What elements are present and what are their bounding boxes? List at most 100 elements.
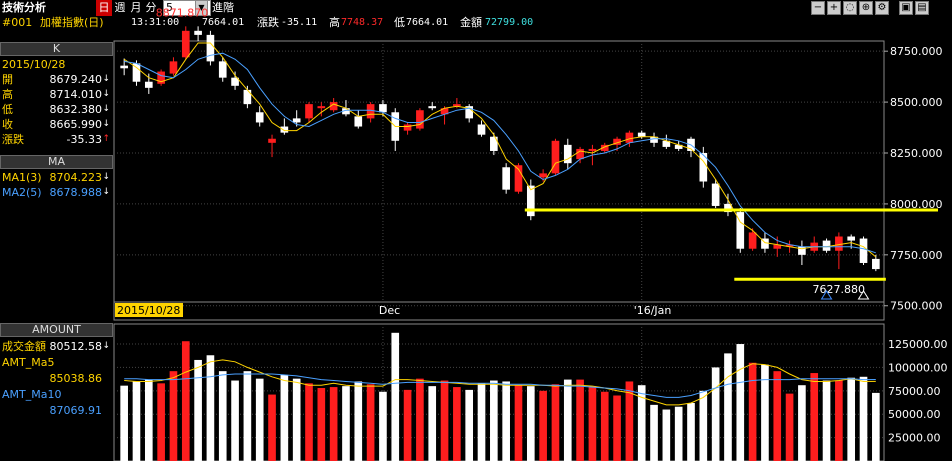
amount-bar <box>773 371 782 461</box>
app-title: 技術分析 <box>2 1 46 14</box>
settings-icon[interactable]: ⚙ <box>875 1 889 15</box>
panel-change-value: -35.33 <box>66 133 102 146</box>
ma2-line <box>124 52 876 254</box>
amount-bar <box>403 389 412 461</box>
candle-body <box>613 138 621 145</box>
candle-body <box>699 153 708 182</box>
price-tick-label: 7750.000 <box>890 249 943 262</box>
amount-bar <box>305 383 313 461</box>
panel-date-text: 2015/10/28 <box>2 58 66 71</box>
top-toolbar: 技術分析 日 週 月 分 5 ▼ 進階 − + ◌ ⊕ ⚙ ▣ ▤ <box>0 0 952 16</box>
amount-bar <box>243 371 252 461</box>
low-row: 低 8632.380 ↓ <box>2 102 110 117</box>
close-row: 收 8665.990 ↓ <box>2 117 110 132</box>
amount-bar <box>490 380 498 461</box>
amount-bar <box>576 379 584 461</box>
price-tick-label: 8750.000 <box>890 45 943 58</box>
panel-amount-label: 成交金額 <box>2 340 46 353</box>
print-icon[interactable]: ▤ <box>915 1 929 15</box>
date-label-box <box>115 303 183 317</box>
panel-amount-value: 80512.58 <box>49 340 103 353</box>
pattern-marker-icon <box>820 290 833 300</box>
minus-icon[interactable]: − <box>811 1 825 15</box>
candle-body <box>132 63 141 82</box>
open-value: 8679.240 <box>49 73 103 86</box>
amount-bar <box>674 406 683 461</box>
amount-tick-label: 25000.00 <box>888 432 941 445</box>
amt-ma10-value-row: 87069.91 <box>2 403 110 418</box>
interval-dropdown-icon[interactable]: ▼ <box>195 0 208 16</box>
candle-body <box>835 236 843 251</box>
advanced-button[interactable]: 進階 <box>212 1 234 14</box>
close-label: 收 <box>2 118 13 131</box>
candle-body <box>588 148 597 151</box>
candle-body <box>181 30 190 58</box>
amt-ma10-label: AMT_Ma10 <box>2 388 62 401</box>
candle-body <box>847 236 856 241</box>
ma1-line <box>123 42 877 258</box>
quote-time: 13:31:00 <box>131 17 180 28</box>
low-label: 低 <box>394 16 405 29</box>
amount-bar <box>514 385 523 461</box>
period-month-button[interactable]: 月 <box>128 0 144 16</box>
amount-bar <box>736 344 745 461</box>
candle-body <box>551 140 560 174</box>
candle-body <box>748 232 757 249</box>
amount-label: 金額 <box>460 16 482 29</box>
zoom-out-icon[interactable]: ◌ <box>843 1 857 15</box>
price-panel-frame <box>113 40 885 321</box>
amount-bar <box>366 384 375 461</box>
candle-body <box>859 238 868 263</box>
open-label: 開 <box>2 73 13 86</box>
price-tick-label: 8250.000 <box>890 147 943 160</box>
amount-header: AMOUNT <box>0 323 113 337</box>
ma-header: MA <box>0 155 113 169</box>
period-day-button[interactable]: 日 <box>96 0 112 16</box>
date-label-dec: Dec <box>379 304 400 317</box>
high-row: 高 8714.010 ↓ <box>2 87 110 102</box>
zoom-in-icon[interactable]: ⊕ <box>859 1 873 15</box>
amount-bar <box>687 402 695 461</box>
amount-bar <box>354 381 363 461</box>
plus-icon[interactable]: + <box>827 1 841 15</box>
candle-body <box>773 244 782 249</box>
amount-bar <box>194 359 202 461</box>
candle-body <box>268 138 276 143</box>
last-price: 7664.01 <box>202 17 245 28</box>
amount-bar <box>329 387 338 461</box>
amount-bar <box>379 391 387 461</box>
change-row: 漲跌 -35.33 ↑ <box>2 132 110 147</box>
candle-body <box>280 126 289 133</box>
amount-bar <box>292 378 301 461</box>
candle-body <box>563 144 572 164</box>
period-minute-button[interactable]: 分 <box>143 0 159 16</box>
candle-body <box>576 148 584 160</box>
period-week-button[interactable]: 週 <box>112 0 128 16</box>
amount-bar <box>748 362 757 461</box>
candle-body <box>342 108 350 115</box>
save-icon[interactable]: ▣ <box>899 1 913 15</box>
price-tick-label: 8500.000 <box>890 96 943 109</box>
amount-bar <box>526 386 535 461</box>
candle-body <box>144 81 153 88</box>
open-row: 開 8679.240 ↓ <box>2 72 110 87</box>
min-price-label: 7627.880 <box>813 283 866 296</box>
amount-tick-label: 50000.00 <box>888 408 941 421</box>
amount-bar <box>391 332 400 461</box>
candle-body <box>292 118 301 123</box>
high-value: 7748.37 <box>341 17 384 28</box>
quote-info-bar: #001 加權指數(日) 13:31:00 7664.01 漲跌 -35.11 … <box>0 16 952 30</box>
amount-bar <box>637 385 646 461</box>
amount-bar <box>477 383 486 461</box>
amount-bar <box>600 391 609 461</box>
date-label-jan: '16/Jan <box>634 304 672 317</box>
amount-bar <box>132 381 141 461</box>
amount-bar <box>613 395 621 461</box>
candle-body <box>514 165 523 192</box>
panel-change-label: 漲跌 <box>2 133 24 146</box>
amount-bar <box>416 378 424 461</box>
change-value: -35.11 <box>281 17 318 28</box>
candle-body <box>231 77 239 86</box>
candle-body <box>157 71 165 84</box>
